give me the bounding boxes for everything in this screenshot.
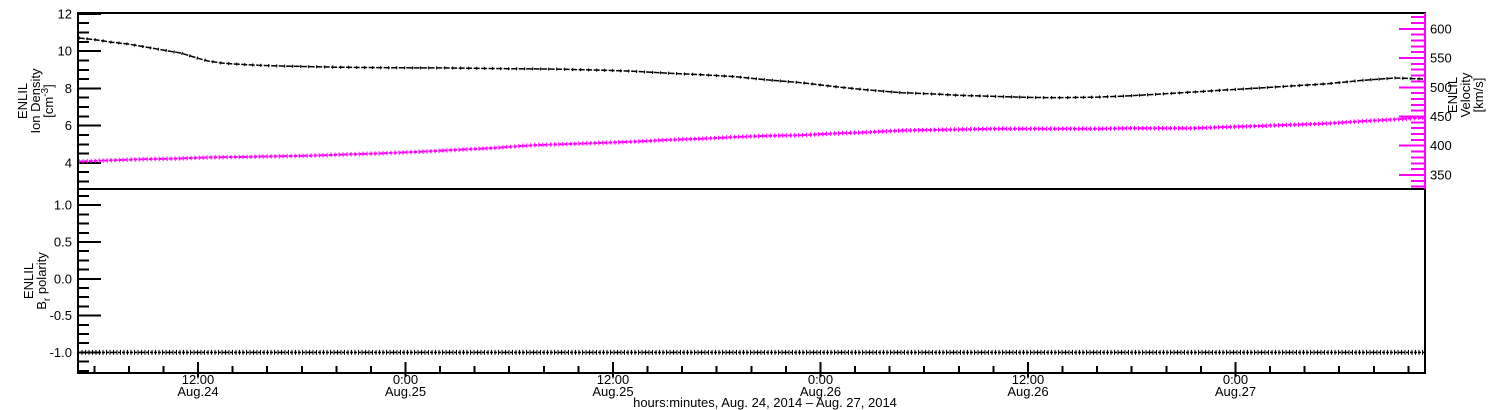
x-tick-date-label: Aug.26: [800, 384, 841, 399]
x-tick-time-label: 0:00: [393, 372, 418, 387]
density-axis-units: [cm-3]: [40, 84, 56, 117]
curve-enlil-velocity: [78, 116, 1425, 163]
y-tick-label: 400: [1430, 138, 1452, 153]
y-tick-label: 8: [65, 81, 72, 96]
x-tick-date-label: Aug.27: [1215, 384, 1256, 399]
density-axis-title-line1: ENLIL: [15, 83, 30, 119]
y-tick-label: 550: [1430, 51, 1452, 66]
polarity-axis-title-line1: ENLIL: [21, 263, 36, 299]
y-tick-label: 10: [58, 44, 72, 59]
density-velocity-panel-frame: [77, 12, 1426, 190]
y-tick-label: 450: [1430, 109, 1452, 124]
x-tick-time-label: 0:00: [808, 372, 833, 387]
velocity-axis-units: [km/s]: [1471, 78, 1486, 113]
polarity-title-post: polarity: [34, 252, 49, 298]
y-tick-label: 12: [58, 6, 72, 21]
br-polarity-panel-frame: [77, 188, 1426, 374]
x-tick-time-label: 0:00: [1223, 372, 1248, 387]
y-tick-label: 6: [65, 118, 72, 133]
y-tick-label: -0.5: [50, 308, 72, 323]
y-tick-label: 350: [1430, 168, 1452, 183]
x-tick-date-label: Aug.25: [592, 384, 633, 399]
y-tick-label: 500: [1430, 80, 1452, 95]
tick-label-layer: 4 6 8 10 12 350 400 450 500 550 600 -1.0 -0.5 0.0 0.5 1…: [50, 6, 1452, 399]
x-tick-date-label: Aug.26: [1007, 384, 1048, 399]
velocity-axis-title-line1: ENLIL: [1445, 77, 1460, 113]
y-tick-label: 600: [1430, 21, 1452, 36]
polarity-title-pre: B: [34, 301, 49, 310]
y-tick-label: -1.0: [50, 345, 72, 360]
density-units-superscript: -3: [40, 87, 51, 96]
polarity-title-subscript: r: [42, 297, 53, 301]
y-tick-label: 4: [65, 155, 72, 170]
density-units-pre: [cm: [41, 97, 56, 118]
density-axis-title-line2: Ion Density: [28, 68, 43, 134]
x-tick-date-label: Aug.24: [177, 384, 218, 399]
x-tick-time-label: 12:00: [597, 372, 630, 387]
polarity-axis-title-line2: Br polarity: [34, 252, 53, 310]
curve-markers-enlil-velocity: [78, 115, 1425, 164]
velocity-axis-title-line2: Velocity: [1458, 72, 1473, 117]
x-tick-time-label: 12:00: [182, 372, 215, 387]
y-tick-label: 0.0: [54, 271, 72, 286]
plot-content-layer: [78, 12, 1425, 377]
x-tick-time-label: 12:00: [1012, 372, 1045, 387]
density-units-post: ]: [41, 84, 56, 88]
y-tick-label: 0.5: [54, 235, 72, 250]
y-tick-label: 1.0: [54, 198, 72, 213]
curve-markers-enlil-ion-density: [78, 36, 1425, 100]
curve-enlil-ion-density: [78, 37, 1425, 99]
x-axis-title: hours:minutes, Aug. 24, 2014 – Aug. 27, …: [633, 395, 897, 410]
x-tick-date-label: Aug.25: [385, 384, 426, 399]
